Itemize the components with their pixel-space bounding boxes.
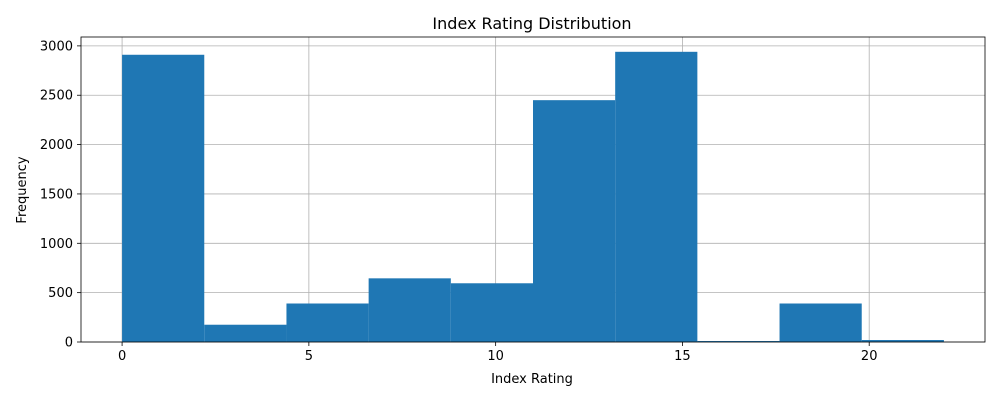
- histogram-bar: [286, 303, 369, 342]
- histogram-bar: [450, 283, 533, 342]
- histogram-bar: [204, 324, 287, 342]
- x-tick-label: 5: [305, 349, 313, 364]
- histogram-bar: [122, 54, 205, 342]
- y-tick-label: 0: [65, 336, 73, 351]
- y-tick-label: 3000: [40, 39, 73, 54]
- y-tick-label: 1500: [40, 187, 73, 202]
- x-tick-label: 15: [674, 349, 691, 364]
- axes: 0 5 10 15 20 0 500 1000 1500 2000 2500 3000: [40, 36, 986, 364]
- x-tick-label: 20: [861, 349, 878, 364]
- y-axis-label: Frequency: [15, 156, 30, 223]
- y-tick-label: 2500: [40, 89, 73, 104]
- x-tick-label: 0: [118, 349, 126, 364]
- y-tick-label: 2000: [40, 138, 73, 153]
- histogram-bar: [533, 100, 616, 342]
- y-tick-label: 1000: [40, 237, 73, 252]
- y-tick-label: 500: [48, 286, 73, 301]
- histogram-bar: [368, 278, 451, 342]
- chart-title: Index Rating Distribution: [432, 14, 631, 33]
- histogram-bar: [779, 303, 862, 342]
- x-axis-label: Index Rating: [491, 372, 573, 387]
- histogram-bar: [697, 341, 780, 342]
- histogram-bar: [861, 340, 944, 342]
- histogram-bar: [615, 51, 698, 343]
- plot-frame: [80, 36, 986, 343]
- x-tick-label: 10: [487, 349, 504, 364]
- histogram-bars: [122, 51, 944, 343]
